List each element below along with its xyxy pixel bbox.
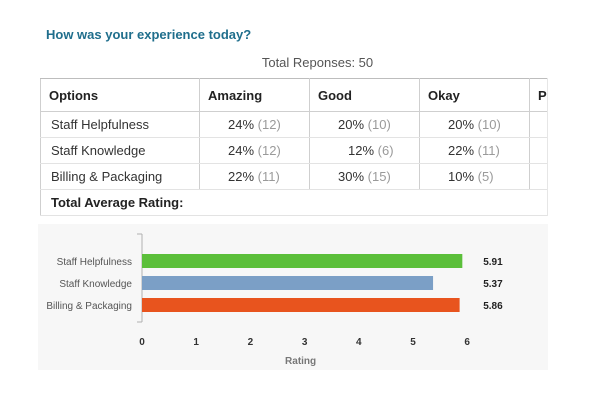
cell-good: 12% (6) — [309, 137, 420, 164]
table-row: Staff Helpfulness 24% (12) 20% (10) 20% … — [40, 111, 547, 138]
data-label: 5.37 — [483, 279, 503, 290]
x-tick-label: 0 — [139, 337, 145, 348]
cell-count: (10) — [477, 117, 501, 132]
table-row: Billing & Packaging 22% (11) 30% (15) 10… — [40, 163, 547, 190]
bar — [142, 254, 463, 268]
cell-count: (12) — [257, 117, 281, 132]
x-tick-label: 5 — [410, 337, 416, 348]
x-tick-label: 1 — [193, 337, 199, 348]
cell-percent: 30% — [338, 169, 365, 184]
results-table: Options Amazing Good Okay Po Staff Helpf… — [40, 78, 547, 216]
results-table-container[interactable]: Options Amazing Good Okay Po Staff Helpf… — [40, 78, 548, 216]
cell-okay: 20% (10) — [419, 111, 530, 138]
cell-percent: 20% — [338, 117, 365, 132]
total-responses: Total Reponses: 50 — [261, 55, 374, 70]
cell-amazing: 24% (12) — [199, 111, 310, 138]
cell-poor — [529, 137, 547, 164]
cell-good: 20% (10) — [309, 111, 420, 138]
cell-count: (15) — [367, 169, 391, 184]
cell-count: (11) — [477, 143, 500, 158]
cell-good: 30% (15) — [309, 163, 420, 190]
header-amazing: Amazing — [199, 78, 310, 112]
cell-poor — [529, 111, 547, 138]
bar — [142, 276, 434, 290]
x-tick-label: 4 — [356, 337, 362, 348]
row-option: Staff Knowledge — [40, 137, 200, 164]
x-axis-title: Rating — [285, 356, 316, 367]
cell-poor — [529, 163, 547, 190]
cell-percent: 12% — [348, 143, 375, 158]
category-label: Staff Knowledge — [59, 279, 132, 290]
category-label: Billing & Packaging — [46, 301, 132, 312]
cell-count: (12) — [257, 143, 281, 158]
bar — [142, 298, 460, 312]
rating-bar-chart: Staff Helpfulness 5.91 Staff Knowledge 5.37… — [46, 233, 503, 367]
cell-amazing: 22% (11) — [199, 163, 310, 190]
cell-amazing: 24% (12) — [199, 137, 310, 164]
cell-okay: 22% (11) — [419, 137, 530, 164]
data-label: 5.86 — [483, 301, 503, 312]
cell-count: (10) — [367, 117, 391, 132]
data-label: 5.91 — [483, 257, 503, 268]
cell-count: (11) — [257, 169, 280, 184]
cell-count: (5) — [477, 169, 494, 184]
table-row: Staff Knowledge 24% (12) 12% (6) 22% (11… — [40, 137, 547, 164]
cell-percent: 24% — [228, 143, 255, 158]
cell-count: (6) — [377, 143, 394, 158]
header-options: Options — [40, 78, 200, 112]
x-tick-label: 6 — [464, 337, 470, 348]
x-tick-label: 2 — [248, 337, 254, 348]
x-tick-label: 3 — [302, 337, 308, 348]
row-option: Staff Helpfulness — [40, 111, 200, 138]
cell-percent: 24% — [228, 117, 255, 132]
cell-okay: 10% (5) — [419, 163, 530, 190]
survey-question: How was your experience today? — [46, 27, 252, 42]
header-poor: Po — [529, 78, 547, 112]
total-average-label: Total Average Rating: — [40, 189, 547, 216]
total-average-row: Total Average Rating: — [40, 189, 547, 216]
header-okay: Okay — [419, 78, 530, 112]
table-header-row: Options Amazing Good Okay Po — [40, 78, 547, 112]
row-option: Billing & Packaging — [40, 163, 200, 190]
cell-percent: 22% — [228, 169, 255, 184]
header-good: Good — [309, 78, 420, 112]
cell-percent: 22% — [448, 143, 475, 158]
rating-chart-panel: Staff Helpfulness 5.91 Staff Knowledge 5.37… — [38, 224, 548, 370]
cell-percent: 20% — [448, 117, 475, 132]
category-label: Staff Helpfulness — [57, 257, 132, 268]
cell-percent: 10% — [448, 169, 475, 184]
